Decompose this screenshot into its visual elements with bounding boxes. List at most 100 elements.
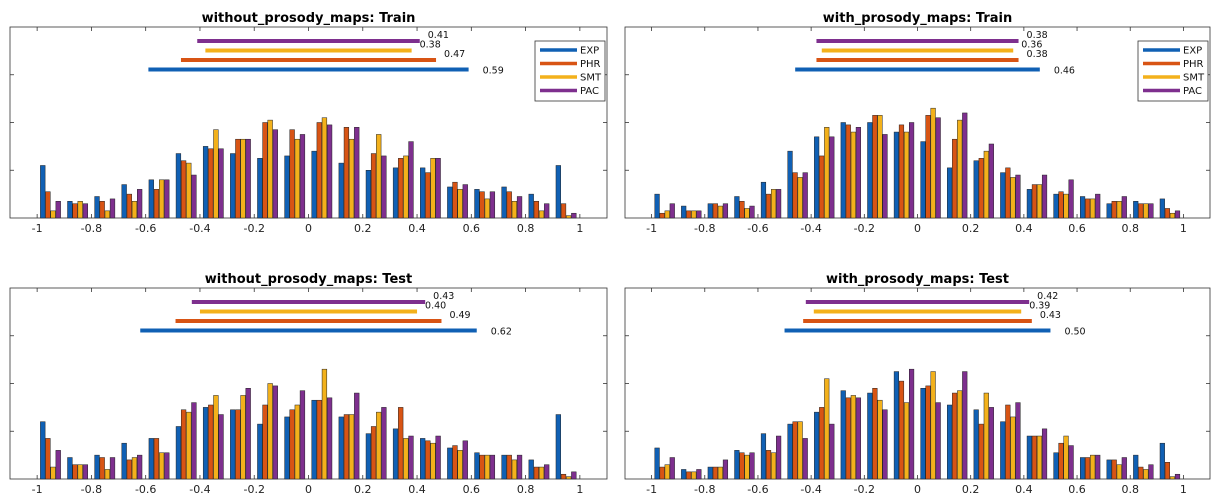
bar-smt-bin-12 — [957, 119, 963, 219]
bar-phr-bin-8 — [235, 138, 241, 219]
bar-exp-bin-10 — [893, 131, 899, 219]
bar-exp-bin-9 — [257, 423, 263, 480]
bar-exp-bin-16 — [1053, 193, 1059, 219]
bar-exp-bin-5 — [148, 438, 154, 480]
bar-smt-bin-19 — [1143, 469, 1149, 480]
x-tick-label: 0.6 — [463, 483, 481, 494]
x-tick-label: 0.8 — [1121, 483, 1139, 494]
bar-smt-bin-7 — [824, 127, 830, 219]
bar-pac-bin-15 — [1041, 428, 1048, 480]
bar-exp-bin-15 — [420, 167, 426, 219]
range-label-smt: 0.39 — [1029, 301, 1050, 312]
bar-phr-bin-5 — [765, 450, 772, 480]
bar-smt-bin-6 — [186, 162, 192, 219]
bar-phr-bin-11 — [316, 399, 322, 480]
bar-phr-bin-1 — [45, 438, 51, 480]
bar-exp-bin-16 — [447, 447, 453, 480]
x-tick-label: 0.2 — [354, 222, 372, 235]
bar-phr-bin-16 — [452, 445, 458, 480]
bar-phr-bin-9 — [872, 115, 878, 219]
bar-pac-bin-16 — [462, 440, 468, 480]
bar-phr-bin-13 — [370, 153, 377, 219]
bar-smt-bin-4 — [744, 454, 750, 480]
bar-exp-bin-12 — [338, 162, 344, 219]
bar-smt-bin-11 — [930, 107, 936, 219]
bar-smt-bin-1 — [664, 210, 670, 219]
bar-exp-bin-15 — [420, 438, 426, 480]
range-label-pac: 0.38 — [1027, 30, 1048, 41]
plot-area — [624, 26, 1211, 219]
bar-exp-bin-17 — [474, 452, 480, 480]
bar-smt-bin-7 — [213, 129, 219, 219]
bar-exp-bin-4 — [734, 450, 740, 480]
bar-smt-bin-2 — [691, 471, 697, 480]
bar-exp-bin-11 — [311, 150, 317, 219]
bar-pac-bin-20 — [571, 471, 577, 480]
bar-exp-bin-20 — [1159, 198, 1165, 219]
legend-label-phr: PHR — [1183, 59, 1204, 70]
bar-exp-bin-9 — [867, 122, 873, 219]
bar-smt-bin-12 — [348, 414, 355, 480]
bar-exp-bin-18 — [501, 454, 507, 480]
bar-exp-bin-13 — [973, 160, 979, 219]
bar-pac-bin-10 — [299, 134, 306, 219]
bar-phr-bin-14 — [398, 158, 404, 219]
bar-pac-bin-7 — [218, 414, 224, 480]
bar-phr-bin-3 — [712, 466, 718, 480]
bar-exp-bin-1 — [40, 421, 46, 480]
bar-phr-bin-14 — [398, 407, 404, 480]
bar-smt-bin-12 — [957, 390, 963, 480]
bar-phr-bin-1 — [45, 191, 51, 219]
bar-smt-bin-11 — [321, 117, 328, 219]
bar-phr-bin-14 — [1005, 167, 1011, 219]
bar-pac-bin-17 — [1095, 454, 1101, 480]
bar-smt-bin-16 — [457, 189, 463, 219]
bar-exp-bin-13 — [365, 170, 372, 219]
bar-phr-bin-8 — [235, 409, 241, 480]
bar-phr-bin-11 — [316, 122, 322, 219]
x-tick-label: 0 — [914, 222, 921, 235]
bar-exp-bin-4 — [121, 442, 127, 480]
bar-phr-bin-13 — [978, 423, 984, 480]
bar-pac-bin-6 — [191, 174, 197, 219]
range-label-pac: 0.41 — [428, 30, 449, 41]
x-tick-label: 0.4 — [1015, 222, 1033, 235]
bar-exp-bin-2 — [67, 201, 73, 219]
bar-smt-bin-2 — [77, 201, 83, 219]
bar-phr-bin-10 — [898, 380, 905, 480]
bar-smt-bin-9 — [267, 119, 273, 219]
x-tick-label: -0.8 — [81, 483, 102, 494]
x-tick-label: 0.4 — [1015, 483, 1033, 494]
bar-pac-bin-19 — [1148, 464, 1154, 480]
bar-pac-bin-19 — [544, 464, 550, 480]
bar-pac-bin-17 — [489, 191, 496, 219]
bar-phr-bin-15 — [1031, 435, 1038, 480]
bar-pac-bin-9 — [272, 129, 278, 219]
bar-phr-bin-7 — [819, 407, 825, 480]
bar-smt-bin-3 — [104, 469, 110, 480]
bar-pac-bin-2 — [696, 469, 702, 480]
bar-pac-bin-12 — [354, 392, 360, 480]
chart-title: without_prosody_maps: Test — [205, 272, 412, 287]
bar-smt-bin-8 — [850, 395, 856, 480]
bar-exp-bin-6 — [787, 423, 793, 480]
x-tick-label: 0.2 — [962, 483, 980, 494]
bar-pac-bin-6 — [191, 402, 197, 480]
bar-smt-bin-2 — [691, 210, 697, 219]
bar-smt-bin-17 — [1090, 454, 1096, 480]
bar-smt-bin-5 — [771, 189, 777, 219]
plot-area — [9, 26, 608, 219]
bar-phr-bin-9 — [872, 388, 878, 480]
x-tick-label: -0.6 — [747, 483, 768, 494]
bar-exp-bin-14 — [392, 428, 399, 480]
bar-exp-bin-11 — [311, 399, 317, 480]
bar-exp-bin-12 — [947, 167, 953, 219]
bar-smt-bin-9 — [877, 399, 883, 480]
x-tick-label: 0.2 — [962, 222, 980, 235]
bar-smt-bin-20 — [1169, 212, 1176, 219]
bar-exp-bin-3 — [94, 454, 100, 480]
bar-smt-bin-17 — [484, 454, 490, 480]
legend-label-smt: SMT — [580, 73, 602, 84]
bar-smt-bin-19 — [538, 466, 545, 480]
bar-phr-bin-2 — [72, 464, 78, 480]
